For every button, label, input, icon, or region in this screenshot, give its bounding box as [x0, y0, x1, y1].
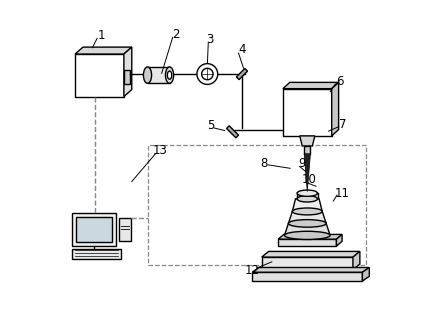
Polygon shape [284, 223, 330, 235]
Ellipse shape [288, 220, 326, 227]
Polygon shape [362, 268, 369, 281]
Ellipse shape [284, 231, 330, 240]
Polygon shape [336, 234, 342, 246]
FancyBboxPatch shape [262, 257, 353, 270]
Polygon shape [252, 268, 369, 272]
Text: 4: 4 [238, 43, 246, 56]
Polygon shape [288, 211, 326, 223]
Text: 5: 5 [207, 119, 214, 132]
Polygon shape [353, 251, 360, 270]
FancyBboxPatch shape [76, 218, 112, 242]
Polygon shape [332, 82, 338, 136]
FancyBboxPatch shape [75, 54, 124, 97]
FancyBboxPatch shape [278, 239, 336, 246]
Text: 12: 12 [245, 264, 260, 277]
Polygon shape [237, 69, 248, 79]
Text: 2: 2 [172, 28, 179, 41]
Ellipse shape [165, 67, 174, 83]
Polygon shape [278, 234, 342, 239]
Polygon shape [292, 199, 322, 211]
Polygon shape [124, 47, 132, 97]
Polygon shape [304, 154, 311, 192]
FancyBboxPatch shape [304, 146, 310, 154]
Polygon shape [300, 136, 315, 146]
Text: 6: 6 [336, 75, 343, 88]
Text: 1: 1 [98, 29, 105, 42]
FancyBboxPatch shape [72, 249, 121, 259]
Ellipse shape [297, 196, 318, 202]
Ellipse shape [144, 67, 152, 83]
Text: 7: 7 [339, 118, 346, 131]
Circle shape [202, 68, 213, 80]
Polygon shape [75, 47, 132, 54]
FancyBboxPatch shape [297, 193, 318, 199]
Circle shape [197, 63, 218, 85]
Ellipse shape [292, 208, 322, 215]
FancyBboxPatch shape [119, 218, 131, 241]
FancyBboxPatch shape [72, 213, 116, 246]
FancyBboxPatch shape [148, 67, 170, 83]
Text: 11: 11 [334, 187, 349, 200]
FancyBboxPatch shape [283, 89, 332, 136]
FancyBboxPatch shape [252, 272, 362, 281]
Ellipse shape [297, 190, 318, 196]
Ellipse shape [167, 71, 172, 79]
Text: 13: 13 [153, 145, 167, 158]
Polygon shape [262, 251, 360, 257]
Polygon shape [226, 126, 238, 138]
Text: 9: 9 [298, 157, 306, 170]
Text: 8: 8 [260, 157, 268, 170]
Polygon shape [283, 82, 338, 89]
FancyBboxPatch shape [124, 70, 129, 84]
Text: 3: 3 [206, 33, 213, 46]
Text: 10: 10 [302, 174, 316, 187]
